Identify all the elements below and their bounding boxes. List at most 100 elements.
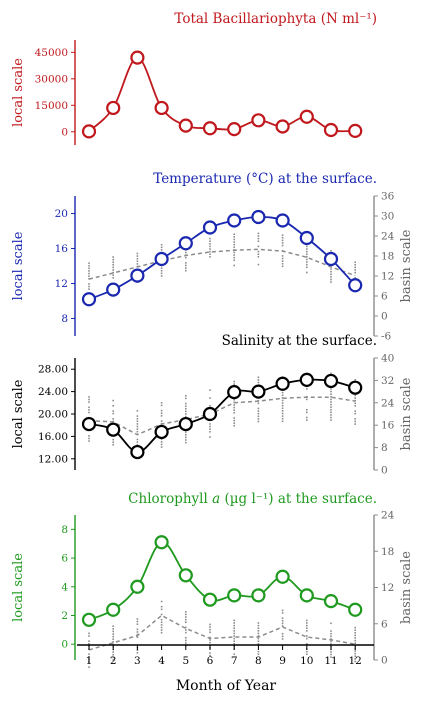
data-point — [251, 209, 266, 225]
data-point — [130, 50, 145, 65]
basin-mean-line — [88, 396, 356, 436]
shared-x-axis: Month of Year 1 2 3 4 5 6 7 8 9 10 11 12 — [77, 644, 374, 694]
data-point — [202, 592, 218, 607]
right-tick-label: -6 — [381, 331, 392, 343]
right-tick-label: 24 — [381, 397, 395, 409]
panel-chlorophyll: Chlorophyll a (µg l⁻¹) at the surface. 0 2… — [11, 491, 414, 668]
right-tick-label: 8 — [381, 442, 388, 454]
data-point — [202, 220, 218, 235]
data-point — [106, 602, 121, 617]
data-point — [251, 588, 266, 603]
left-tick-label: 8 — [61, 524, 68, 536]
left-tick-label: 12 — [55, 278, 68, 290]
left-tick-label: 4 — [61, 581, 68, 593]
x-tick-label: 2 — [110, 655, 117, 667]
left-tick-label: 8 — [61, 313, 68, 325]
right-tick-label: 24 — [381, 510, 395, 522]
left-tick-label: 12.00 — [38, 453, 68, 465]
data-point — [130, 579, 145, 594]
basin-mean-line — [88, 248, 356, 280]
right-tick-label: 16 — [381, 420, 395, 432]
data-point — [154, 424, 169, 440]
right-tick-label: 30 — [381, 211, 394, 223]
data-point — [348, 380, 363, 395]
right-axis-label: basin scale — [399, 551, 414, 624]
left-tick-label: 30000 — [35, 73, 68, 85]
data-point — [81, 292, 97, 307]
right-tick-label: 0 — [381, 655, 388, 667]
left-tick-label: 24.00 — [38, 386, 68, 398]
data-point — [227, 213, 242, 228]
data-point — [299, 230, 314, 246]
right-axis-label: basin scale — [399, 377, 414, 450]
data-point — [323, 122, 339, 138]
panel-title: Temperature (°C) at the surface. — [153, 171, 377, 187]
data-point — [106, 422, 121, 437]
series-line — [88, 216, 356, 301]
data-point — [202, 406, 218, 422]
right-tick-label: 40 — [381, 353, 394, 365]
data-point — [275, 569, 290, 584]
panel-title: Total Bacillariophyta (N ml⁻¹) — [174, 11, 377, 27]
left-tick-label: 28.00 — [38, 364, 68, 376]
right-tick-label: 12 — [381, 582, 394, 594]
data-point — [154, 535, 169, 550]
data-point — [348, 602, 363, 617]
right-axis-label: basin scale — [399, 229, 414, 302]
left-tick-label: 0 — [61, 639, 68, 651]
right-tick-label: 6 — [381, 618, 388, 630]
data-point — [178, 568, 193, 583]
right-tick-label: 36 — [381, 191, 395, 203]
left-axis-label: local scale — [11, 231, 26, 300]
data-point — [227, 122, 242, 137]
data-point — [81, 612, 97, 627]
x-tick-label: 7 — [231, 655, 238, 667]
right-tick-label: 0 — [381, 465, 388, 477]
panel-temperature: Temperature (°C) at the surface. 8 12 16 20 l… — [11, 171, 414, 343]
data-point — [227, 385, 242, 400]
data-point — [106, 100, 121, 116]
series-line — [88, 541, 356, 621]
right-tick-label: 24 — [381, 231, 395, 243]
data-point — [81, 124, 97, 139]
right-tick-label: 12 — [381, 271, 394, 283]
data-point — [323, 251, 339, 267]
data-point — [299, 588, 314, 603]
left-axis-label: local scale — [11, 58, 26, 127]
x-tick-label: 6 — [207, 655, 214, 667]
x-tick-label: 12 — [349, 655, 362, 667]
x-tick-label: 5 — [182, 655, 189, 667]
right-tick-label: 32 — [381, 375, 394, 387]
data-point — [154, 251, 169, 267]
data-point — [178, 236, 193, 251]
data-point — [130, 444, 145, 460]
data-point — [348, 123, 363, 138]
left-tick-label: 16.00 — [38, 431, 68, 443]
data-point — [275, 213, 290, 228]
x-tick-label: 4 — [158, 655, 165, 667]
left-tick-label: 45000 — [35, 47, 68, 59]
data-point — [178, 416, 193, 432]
left-tick-label: 2 — [61, 610, 68, 622]
left-tick-label: 16 — [55, 243, 69, 255]
data-point — [323, 373, 339, 389]
x-axis-label: Month of Year — [176, 678, 277, 694]
panel-salinity: Salinity at the surface. 12.00 16.00 20.00 2… — [11, 333, 414, 477]
x-tick-label: 8 — [255, 655, 262, 667]
right-tick-label: 18 — [381, 546, 394, 558]
x-tick-label: 10 — [300, 655, 313, 667]
left-tick-label: 6 — [61, 553, 68, 565]
left-tick-label: 0 — [61, 126, 68, 138]
data-point — [251, 113, 266, 128]
data-point — [299, 109, 314, 124]
x-tick-label: 3 — [134, 655, 141, 667]
data-point — [348, 278, 363, 293]
right-tick-label: 18 — [381, 251, 394, 263]
data-point — [275, 119, 290, 134]
x-tick-label: 11 — [324, 655, 337, 667]
series-line — [88, 56, 356, 133]
right-tick-label: 6 — [381, 291, 388, 303]
series-line — [88, 378, 356, 453]
data-point — [251, 384, 266, 399]
